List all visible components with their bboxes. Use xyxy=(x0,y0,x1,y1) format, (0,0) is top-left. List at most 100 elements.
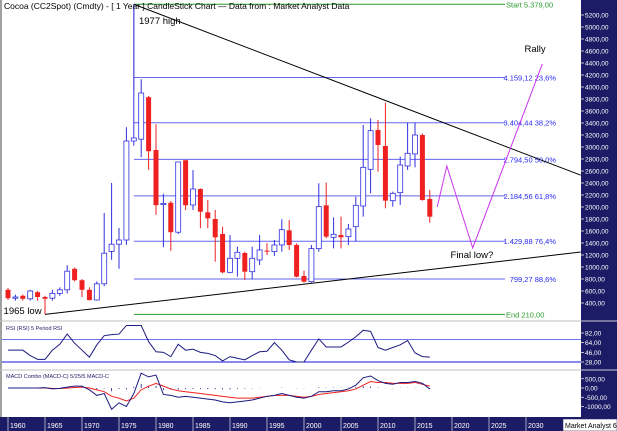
brand-label: Market Analyst 6 xyxy=(565,423,617,430)
candle xyxy=(93,281,100,301)
candle xyxy=(205,199,211,229)
value-axis-label: 2200,00 xyxy=(585,193,609,200)
fib-label: 2.794,50 50,0% xyxy=(503,155,556,164)
candle xyxy=(345,223,352,245)
candle-body xyxy=(330,233,337,238)
candle-body xyxy=(375,130,381,145)
candle-body xyxy=(35,292,41,297)
candle-body xyxy=(93,283,100,301)
candle-body xyxy=(352,204,359,228)
left-border xyxy=(0,0,2,417)
candle xyxy=(153,124,159,215)
time-axis-label: 1990 xyxy=(232,423,248,430)
candle xyxy=(160,193,167,248)
value-axis-label: 3600,00 xyxy=(585,109,609,116)
value-axis-label: 4800,00 xyxy=(585,37,609,44)
time-axis-label: 2015 xyxy=(417,423,433,430)
candle xyxy=(27,289,34,301)
time-axis[interactable]: 1960 1965 1970 1975 1980 1985 1990 1995 2000 2005… xyxy=(0,417,617,431)
candle-body xyxy=(116,239,122,245)
trend-line xyxy=(44,251,581,315)
value-axis-label: 4000,00 xyxy=(585,85,609,92)
value-axis-label: 600,00 xyxy=(585,289,605,296)
candle-body xyxy=(42,297,48,299)
candle-body xyxy=(160,202,167,205)
candle-body xyxy=(27,290,34,300)
candle xyxy=(404,122,411,170)
rsi-panel[interactable]: RSI (RSI) 5 Period RSI xyxy=(2,324,581,363)
candle-body xyxy=(108,243,115,252)
brand-box xyxy=(562,418,617,431)
candle-body xyxy=(256,249,263,261)
candle-body xyxy=(227,257,233,273)
candle xyxy=(286,219,292,250)
candle-body xyxy=(183,160,189,206)
value-axis[interactable]: 5200,00 5000,00 4800,00 4600,00 4400,00 4200,… xyxy=(581,0,617,417)
candle-body xyxy=(315,206,322,250)
candle xyxy=(294,243,300,278)
value-axis-label: 46,00 xyxy=(585,350,602,357)
value-axis-label: 1000,00 xyxy=(585,265,609,272)
candle-body xyxy=(64,270,71,291)
candle-body xyxy=(389,192,396,202)
value-axis-label: -500,00 xyxy=(585,395,607,402)
candle xyxy=(389,191,396,207)
candle xyxy=(397,156,404,205)
candle xyxy=(197,188,203,229)
value-axis-label: 5200,00 xyxy=(585,13,609,20)
projection-path xyxy=(436,63,543,250)
candle-body xyxy=(397,164,404,194)
candle xyxy=(382,102,388,209)
fib-label: 799,27 88,6% xyxy=(510,275,557,284)
time-axis-label: 2020 xyxy=(454,423,470,430)
candle xyxy=(116,228,122,269)
time-axis-label: 2000 xyxy=(306,423,322,430)
candle xyxy=(242,251,248,280)
candle-body xyxy=(242,253,248,272)
annotation-label: 1965 low xyxy=(4,306,42,317)
candle-body xyxy=(294,244,300,277)
time-axis-label: 1960 xyxy=(10,423,26,430)
candle-body xyxy=(427,198,433,217)
value-axis-label: 4400,00 xyxy=(585,61,609,68)
annotation-label: Final low? xyxy=(451,250,494,261)
candle xyxy=(427,189,433,223)
trend-line xyxy=(133,3,581,176)
price-panel[interactable]: Start 5.379,00 End 210,00 4.159,12 23,6% 3.… xyxy=(0,0,617,371)
value-axis-label: 3200,00 xyxy=(585,133,609,140)
value-axis-label: 0,00 xyxy=(585,386,598,393)
value-axis-label: 1600,00 xyxy=(585,229,609,236)
chart-title: Cocoa (CC2Spot) (Cmdty) - [ 1 Year ] Can… xyxy=(4,1,350,11)
candle xyxy=(72,267,78,282)
candle xyxy=(375,120,381,172)
candle-body xyxy=(168,202,174,233)
start-label: Start 5.379,00 xyxy=(506,0,553,9)
value-axis-label: 82,00 xyxy=(585,331,602,338)
time-axis-label: 1970 xyxy=(84,423,100,430)
candle-body xyxy=(382,145,388,201)
candle xyxy=(412,122,418,168)
macd-panel[interactable]: MACD Combo (MACD-C) 5/25/5 MACD-C xyxy=(6,372,431,411)
value-axis-label: 3800,00 xyxy=(585,97,609,104)
candle xyxy=(330,217,337,249)
candle-body xyxy=(12,296,19,299)
value-axis-label: 2600,00 xyxy=(585,169,609,176)
candle xyxy=(212,210,218,262)
candle xyxy=(101,213,108,287)
time-axis-label: 1975 xyxy=(121,423,137,430)
candle xyxy=(227,234,233,274)
candle-body xyxy=(5,289,11,299)
time-axis-label: 2025 xyxy=(491,423,507,430)
candle xyxy=(175,161,182,234)
candle xyxy=(123,127,130,245)
candle xyxy=(35,291,41,301)
candle-body xyxy=(86,289,92,300)
candle-body xyxy=(264,250,270,252)
candle xyxy=(183,160,189,210)
value-axis-label: 2000,00 xyxy=(585,205,609,212)
candle-body xyxy=(56,289,63,294)
value-axis-label: 1400,00 xyxy=(585,241,609,248)
candle-body xyxy=(404,152,411,167)
candle-body xyxy=(419,135,425,200)
